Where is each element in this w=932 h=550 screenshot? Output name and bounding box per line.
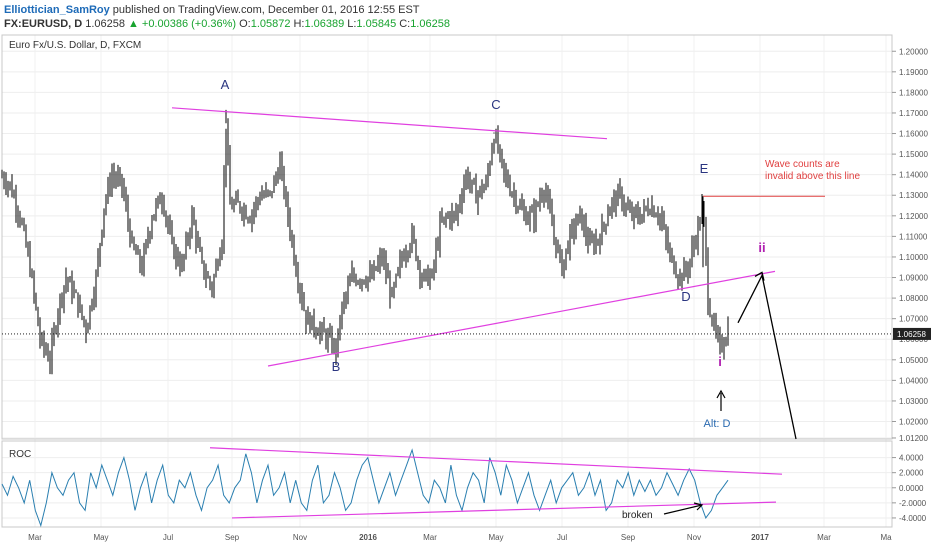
price-tick-label: 1.08000 bbox=[899, 294, 928, 303]
invalidation-note-line1: Wave counts are bbox=[765, 159, 840, 170]
x-axis: Mar May Jul Sep Nov 2016 Mar May Jul Sep Nov 2017 Ma… bbox=[28, 533, 892, 542]
price-tick-label: 1.04000 bbox=[899, 376, 928, 385]
x-tick-label: Nov bbox=[293, 533, 307, 542]
change-arrow-icon: ▲ bbox=[128, 18, 139, 30]
publish-info: Elliottician_SamRoy published on TradingV… bbox=[4, 4, 423, 16]
price-pane-border bbox=[1, 34, 893, 440]
price-tick-label: 1.18000 bbox=[899, 88, 928, 97]
x-tick-label: Jul bbox=[557, 533, 567, 542]
roc-tick-label: -2.0000 bbox=[899, 499, 927, 508]
broken-arrow-head bbox=[693, 502, 704, 511]
candles bbox=[1, 109, 729, 375]
symbol-info: FX:EURUSD, D 1.06258 ▲ +0.00386 (+0.36%) O:1… bbox=[4, 18, 453, 30]
resistance-trendline bbox=[171, 107, 608, 140]
roc-tick-label: 0.0000 bbox=[899, 484, 924, 493]
wave-label: C bbox=[491, 97, 500, 112]
price-tick-label: 1.05000 bbox=[899, 356, 928, 365]
price-tick-label: 1.17000 bbox=[899, 109, 928, 118]
invalidation-note-line2: invalid above this line bbox=[765, 171, 860, 182]
alt-arrow-head bbox=[716, 389, 726, 399]
last-price-marker: 1.06258 bbox=[2, 327, 931, 340]
x-tick-label: Sep bbox=[621, 533, 636, 542]
wave-label: i bbox=[718, 354, 722, 369]
roc-y-axis: 4.0000 2.0000 0.0000 -2.0000 -4.0000 bbox=[892, 454, 927, 523]
wave-label: A bbox=[221, 77, 230, 92]
symbol-label: FX:EURUSD, D bbox=[4, 18, 83, 30]
price-pane-title: Euro Fx/U.S. Dollar, D, FXCM bbox=[9, 40, 141, 51]
high-value: 1.06389 bbox=[304, 18, 345, 30]
price-tick-label: 1.03000 bbox=[899, 397, 928, 406]
price-tick-label: 1.15000 bbox=[899, 150, 928, 159]
roc-tick-label: -4.0000 bbox=[899, 514, 927, 523]
roc-tick-label: 2.0000 bbox=[899, 469, 924, 478]
x-tick-label: May bbox=[488, 533, 503, 542]
projection-path bbox=[737, 273, 797, 440]
author-link[interactable]: Elliottician_SamRoy bbox=[4, 4, 110, 16]
price-tick-label: 1.13000 bbox=[899, 191, 928, 200]
x-tick-label: Mar bbox=[423, 533, 437, 542]
chart-canvas[interactable]: Euro Fx/U.S. Dollar, D, FXCM ROC 1.20000… bbox=[0, 32, 932, 550]
wave-label: ii bbox=[758, 240, 765, 255]
low-label: L: bbox=[347, 18, 357, 30]
change-value: +0.00386 (+0.36%) bbox=[141, 18, 237, 30]
price-tick-label: 1.07000 bbox=[899, 315, 928, 324]
roc-lower-trendline bbox=[231, 501, 777, 519]
low-value: 1.05845 bbox=[356, 18, 397, 30]
roc-pane-title: ROC bbox=[9, 449, 31, 460]
x-tick-label: Jul bbox=[163, 533, 173, 542]
price-tick-label: 1.19000 bbox=[899, 68, 928, 77]
projection-arrowhead bbox=[754, 271, 765, 281]
roc-series bbox=[1, 448, 729, 528]
roc-tick-label: 4.0000 bbox=[899, 454, 924, 463]
last-price: 1.06258 bbox=[85, 18, 125, 30]
price-tick-label: 1.20000 bbox=[899, 47, 928, 56]
x-tick-label: Mar bbox=[28, 533, 42, 542]
x-tick-label: Mar bbox=[817, 533, 831, 542]
roc-line bbox=[1, 448, 729, 528]
price-tick-label: 1.12000 bbox=[899, 212, 928, 221]
published-text: published on TradingView.com, December 0… bbox=[112, 4, 420, 16]
price-y-axis: 1.20000 1.19000 1.18000 1.17000 1.16000 1.150… bbox=[892, 47, 928, 443]
wave-label: B bbox=[332, 359, 341, 374]
price-tick-label: 1.02000 bbox=[899, 418, 928, 427]
high-label: H: bbox=[293, 18, 305, 30]
price-tick-label: 1.10000 bbox=[899, 253, 928, 262]
wave-label: Alt: D bbox=[704, 418, 731, 430]
price-tick-label: 1.01200 bbox=[899, 434, 928, 443]
broken-arrow bbox=[663, 504, 703, 515]
last-price-badge-text: 1.06258 bbox=[897, 330, 926, 339]
drawings bbox=[171, 107, 825, 519]
roc-upper-trendline bbox=[209, 447, 783, 475]
x-tick-label: Ma bbox=[880, 533, 892, 542]
roc-pane-border bbox=[1, 440, 893, 528]
price-tick-label: 1.14000 bbox=[899, 171, 928, 180]
x-tick-label: 2017 bbox=[751, 533, 769, 542]
price-tick-label: 1.16000 bbox=[899, 130, 928, 139]
close-label: C: bbox=[399, 18, 411, 30]
price-tick-label: 1.11000 bbox=[899, 232, 928, 241]
last-price-badge bbox=[893, 327, 931, 340]
open-label: O: bbox=[239, 18, 251, 30]
open-value: 1.05872 bbox=[250, 18, 291, 30]
x-tick-label: Nov bbox=[687, 533, 701, 542]
price-tick-label: 1.09000 bbox=[899, 274, 928, 283]
close-value: 1.06258 bbox=[410, 18, 450, 30]
x-tick-label: 2016 bbox=[359, 533, 377, 542]
broken-annotation: broken bbox=[622, 510, 653, 521]
x-tick-label: May bbox=[93, 533, 108, 542]
support-trendline bbox=[267, 270, 776, 367]
grid bbox=[2, 35, 892, 527]
wave-label: D bbox=[681, 289, 690, 304]
x-tick-label: Sep bbox=[225, 533, 240, 542]
chart-header: Elliottician_SamRoy published on TradingV… bbox=[0, 0, 932, 32]
wave-label: E bbox=[700, 161, 709, 176]
